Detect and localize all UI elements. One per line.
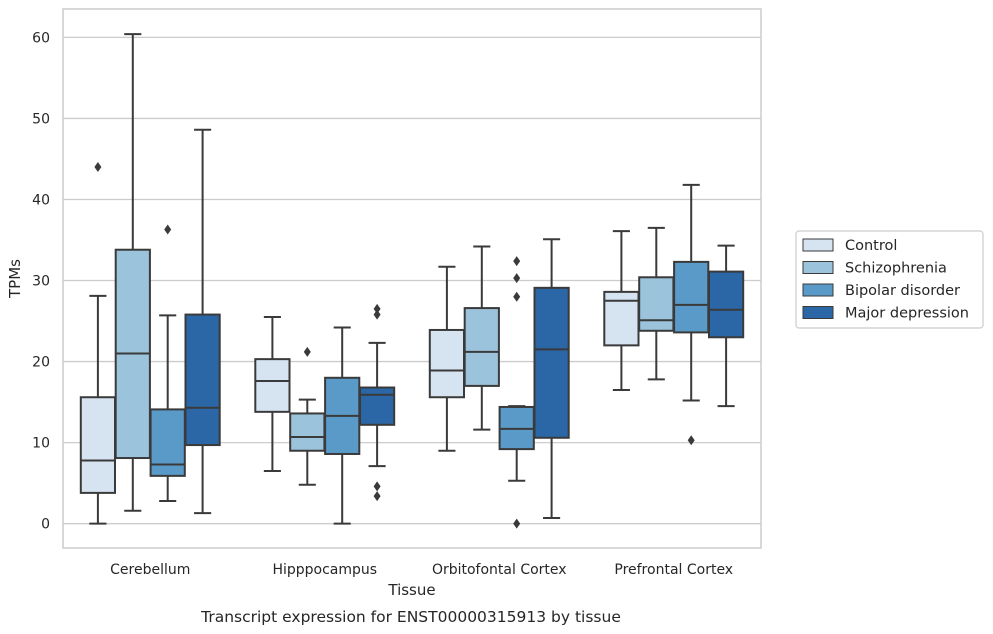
y-tick-label: 0	[41, 517, 50, 533]
box	[638, 226, 675, 381]
box-iqr	[149, 408, 186, 477]
box-iqr	[533, 286, 570, 439]
legend-swatch	[802, 261, 834, 274]
box	[498, 256, 535, 529]
outlier-point	[94, 162, 102, 173]
outlier-point	[164, 224, 172, 235]
x-tick-labels: Cerebellum Hipppocampus Orbitofontal Corte…	[110, 562, 733, 578]
box-iqr	[428, 328, 466, 399]
box-iqr	[707, 270, 745, 339]
outlier-point	[687, 435, 695, 446]
y-axis-label: TPMs	[6, 259, 24, 299]
legend-swatch	[802, 306, 834, 319]
y-tick-label: 50	[32, 111, 50, 127]
legend-swatch	[802, 283, 834, 297]
box	[254, 316, 291, 472]
y-tick-label: 60	[32, 30, 50, 46]
outlier-point	[513, 291, 521, 302]
box-iqr	[463, 307, 500, 387]
box	[603, 230, 640, 391]
plot-frame	[62, 8, 762, 549]
box	[463, 245, 500, 431]
box	[149, 224, 186, 502]
x-axis-label: Tissue	[387, 581, 435, 599]
legend-frame	[795, 230, 984, 329]
outlier-point	[303, 346, 311, 357]
box	[673, 183, 710, 446]
outlier-point	[373, 491, 381, 502]
box-iqr	[638, 276, 675, 332]
y-tick-label: 40	[32, 192, 50, 208]
legend: Control Schizophrenia Bipolar disorder Majo…	[795, 230, 984, 329]
y-tick-label: 20	[32, 355, 50, 371]
box-iqr	[79, 396, 117, 494]
chart-caption: Transcript expression for ENST0000031591…	[200, 608, 621, 626]
y-tick-label: 10	[32, 436, 50, 452]
y-tick-labels: 0 10 20 30 40 50 60	[32, 30, 50, 532]
box-iqr	[289, 412, 326, 452]
box	[79, 162, 117, 525]
legend-label: Major depression	[845, 306, 969, 322]
outlier-point	[373, 309, 381, 320]
legend-swatch	[802, 238, 834, 252]
outlier-point	[373, 303, 381, 314]
box	[358, 303, 396, 502]
box	[428, 265, 466, 452]
box	[533, 238, 570, 520]
outlier-point	[513, 256, 521, 267]
outlier-point	[513, 518, 521, 529]
legend-label: Bipolar disorder	[845, 283, 960, 299]
outlier-point	[373, 481, 381, 492]
box	[184, 128, 221, 515]
box	[114, 33, 151, 512]
x-tick-label: Hipppocampus	[272, 562, 377, 578]
box-iqr	[184, 313, 221, 447]
x-tick-label: Orbitofontal Cortex	[432, 562, 567, 578]
x-tick-label: Prefrontal Cortex	[614, 562, 733, 578]
x-tick-label: Cerebellum	[110, 562, 190, 578]
box-series	[79, 33, 745, 529]
y-tick-label: 30	[32, 274, 50, 290]
box-iqr	[358, 386, 396, 426]
box	[324, 326, 361, 525]
legend-label: Schizophrenia	[845, 261, 947, 277]
box-iqr	[254, 358, 291, 413]
box	[289, 346, 326, 486]
box-iqr	[673, 260, 710, 334]
outlier-point	[513, 273, 521, 284]
legend-label: Control	[845, 238, 897, 254]
box	[707, 244, 745, 408]
